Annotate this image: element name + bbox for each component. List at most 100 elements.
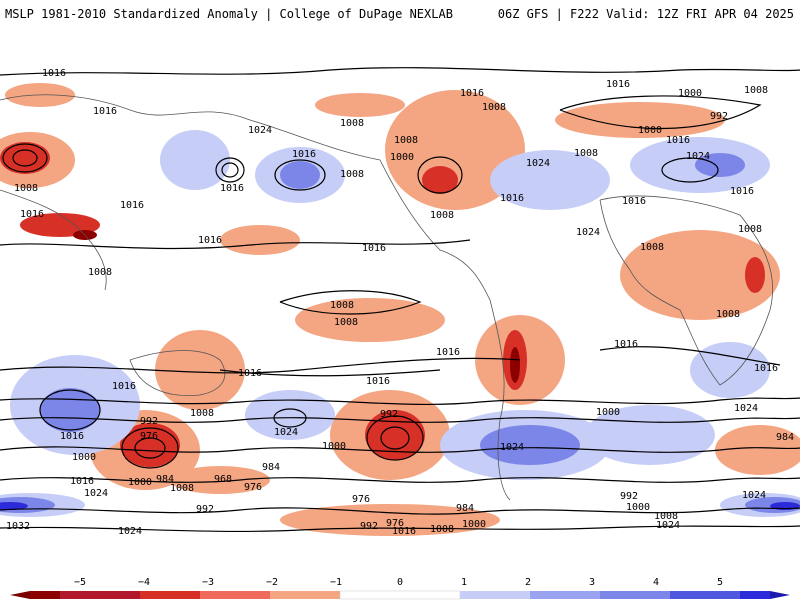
contour-label: 1016 (366, 376, 390, 387)
colorbar-bin (530, 591, 600, 599)
colorbar-tick: 4 (653, 577, 659, 588)
contour-label: 1024 (500, 442, 524, 453)
contour-label: 976 (386, 518, 404, 529)
neg-anomaly-core (422, 166, 458, 194)
contour-label: 1008 (716, 309, 740, 320)
anomaly-colorbar: −5 −4 −3 −2 −1 0 1 2 3 4 5 (0, 570, 800, 600)
contour-label: 1000 (128, 477, 152, 488)
contour-label: 1024 (734, 403, 758, 414)
pos-anomaly-region (585, 405, 715, 465)
colorbar-tick: −3 (202, 577, 214, 588)
contour-label: 976 (352, 494, 370, 505)
contour-label: 1016 (606, 79, 630, 90)
contour-label: 1008 (738, 224, 762, 235)
contour-label: 1016 (42, 68, 66, 79)
colorbar-bin (600, 591, 670, 599)
isobars (0, 67, 800, 533)
contour-label: 1000 (596, 407, 620, 418)
contour-label: 1016 (60, 431, 84, 442)
colorbar-bin (670, 591, 740, 599)
colorbar-tick: 5 (717, 577, 723, 588)
neg-anomaly-region (315, 93, 405, 117)
asia-coast (0, 189, 107, 291)
contour-label: 1008 (394, 135, 418, 146)
colorbar-tick: −1 (330, 577, 342, 588)
contour-label: 1016 (436, 347, 460, 358)
contour-label: 1000 (678, 88, 702, 99)
contour-label: 1016 (93, 106, 117, 117)
contour-label: 1000 (626, 502, 650, 513)
contour-label: 1000 (322, 441, 346, 452)
contour-label: 1008 (640, 242, 664, 253)
pos-anomaly-core (480, 425, 580, 465)
colorbar-bin (140, 591, 200, 599)
colorbar-bin (270, 591, 340, 599)
pos-anomaly-core (280, 161, 320, 189)
contour-label: 1008 (654, 511, 678, 522)
contour-label: 1008 (430, 524, 454, 535)
neg-anomaly-region (170, 466, 270, 494)
contour-label: 1016 (238, 368, 262, 379)
neg-anomaly-region (620, 230, 780, 320)
neg-anomaly-core (745, 257, 765, 293)
colorbar-bin (30, 591, 60, 599)
contour-label: 1008 (170, 483, 194, 494)
contour-label: 984 (456, 503, 474, 514)
contour-label: 1000 (638, 125, 662, 136)
contour-label: 1016 (220, 183, 244, 194)
contour-label: 1000 (462, 519, 486, 530)
model-valid-time: 06Z GFS | F222 Valid: 12Z FRI APR 04 202… (497, 7, 794, 21)
contour-label: 1024 (248, 125, 272, 136)
contour-label: 1008 (340, 118, 364, 129)
contour-label: 1024 (118, 526, 142, 537)
contour-label: 1016 (614, 339, 638, 350)
contour-label: 1024 (576, 227, 600, 238)
pos-anomaly-region (160, 130, 230, 190)
colorbar-tick: 2 (525, 577, 531, 588)
contour-label: 1008 (190, 408, 214, 419)
contour-label: 1016 (70, 476, 94, 487)
colorbar-ticks: −5 −4 −3 −2 −1 0 1 2 3 4 5 (74, 577, 723, 588)
pos-anomaly-region (245, 390, 335, 440)
contour-label: 1024 (526, 158, 550, 169)
contour-label: 1016 (198, 235, 222, 246)
contour-label: 1024 (84, 488, 108, 499)
neg-anomaly-core (120, 423, 180, 467)
neg-anomaly-core (0, 142, 50, 174)
contour-label: 1016 (500, 193, 524, 204)
contour-label: 1016 (622, 196, 646, 207)
contour-label: 976 (244, 482, 262, 493)
pos-anomaly-region (490, 150, 610, 210)
contour-label: 1016 (362, 243, 386, 254)
contour-label: 1008 (574, 148, 598, 159)
contour-label: 1016 (460, 88, 484, 99)
contour-label: 1008 (482, 102, 506, 113)
contour-label: 984 (776, 432, 794, 443)
colorbar-tick: 1 (461, 577, 467, 588)
contour-label: 968 (214, 474, 232, 485)
colorbar-svg: −5 −4 −3 −2 −1 0 1 2 3 4 5 (10, 577, 790, 600)
contour-label: 992 (196, 504, 214, 515)
africa-coast (599, 195, 774, 386)
colorbar-tick: −2 (266, 577, 278, 588)
map-canvas: 1016 1016 1016 1024 1016 1008 1016 1008 … (0, 40, 800, 560)
colorbar-tick: 0 (397, 577, 403, 588)
pos-anomaly-peak (0, 502, 28, 510)
colorbar-tick: −4 (138, 577, 150, 588)
contour-label: 984 (262, 462, 280, 473)
mslp-anomaly-map: 1016 1016 1016 1024 1016 1008 1016 1008 … (0, 40, 800, 560)
australia-coast (129, 350, 226, 396)
contour-label: 1024 (274, 427, 298, 438)
contour-label: 1008 (88, 267, 112, 278)
anomaly-shading (0, 83, 800, 536)
contour-label: 1008 (14, 183, 38, 194)
contour-label: 1024 (686, 151, 710, 162)
neg-anomaly-region (220, 225, 300, 255)
contour-label: 1032 (6, 521, 30, 532)
contour-label: 1016 (112, 381, 136, 392)
contour-labels: 1016 1016 1016 1024 1016 1008 1016 1008 … (6, 68, 794, 537)
contour-label: 992 (380, 409, 398, 420)
neg-anomaly-region (555, 102, 725, 138)
contour-label: 1016 (292, 149, 316, 160)
contour-label: 1016 (120, 200, 144, 211)
